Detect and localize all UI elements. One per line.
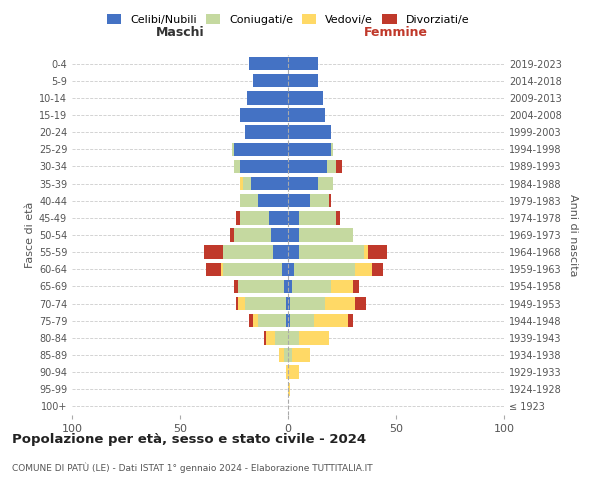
Legend: Celibi/Nubili, Coniugati/e, Vedovi/e, Divorziati/e: Celibi/Nubili, Coniugati/e, Vedovi/e, Di… (107, 14, 469, 24)
Bar (318, 177, 334, 190)
Bar (223, 246, 273, 259)
Bar (253, 314, 258, 328)
Bar (238, 297, 245, 310)
Bar (292, 280, 331, 293)
Bar (355, 297, 366, 310)
Bar (236, 211, 241, 224)
Bar (288, 297, 290, 310)
Bar (299, 228, 353, 241)
Bar (275, 331, 288, 344)
Bar (288, 366, 299, 379)
Bar (245, 126, 288, 139)
Bar (284, 280, 288, 293)
Bar (247, 91, 288, 104)
Bar (234, 280, 238, 293)
Bar (288, 314, 290, 328)
Bar (349, 314, 353, 328)
Y-axis label: Fasce di età: Fasce di età (25, 202, 35, 268)
Bar (288, 348, 292, 362)
Text: COMUNE DI PATÙ (LE) - Dati ISTAT 1° gennaio 2024 - Elaborazione TUTTITALIA.IT: COMUNE DI PATÙ (LE) - Dati ISTAT 1° genn… (12, 462, 373, 473)
Bar (335, 211, 340, 224)
Bar (288, 280, 292, 293)
Bar (288, 211, 299, 224)
Bar (288, 74, 318, 88)
Bar (295, 262, 355, 276)
Bar (353, 280, 359, 293)
Bar (372, 262, 383, 276)
Bar (288, 142, 331, 156)
Bar (325, 297, 355, 310)
Bar (310, 194, 329, 207)
Bar (364, 246, 368, 259)
Bar (327, 160, 335, 173)
Bar (288, 160, 327, 173)
Bar (299, 331, 329, 344)
Bar (355, 262, 372, 276)
Bar (271, 228, 288, 241)
Bar (286, 297, 288, 310)
Bar (288, 228, 299, 241)
Bar (288, 177, 318, 190)
Bar (206, 262, 221, 276)
Bar (245, 297, 286, 310)
Bar (241, 108, 288, 122)
Bar (204, 246, 223, 259)
Bar (223, 262, 281, 276)
Bar (368, 246, 388, 259)
Bar (230, 228, 234, 241)
Text: Popolazione per età, sesso e stato civile - 2024: Popolazione per età, sesso e stato civil… (12, 432, 366, 446)
Bar (238, 280, 284, 293)
Bar (288, 108, 325, 122)
Bar (221, 262, 223, 276)
Bar (251, 177, 288, 190)
Bar (258, 194, 288, 207)
Bar (236, 297, 238, 310)
Text: Maschi: Maschi (155, 26, 205, 39)
Bar (266, 331, 275, 344)
Bar (299, 246, 364, 259)
Bar (288, 246, 299, 259)
Bar (329, 194, 331, 207)
Bar (290, 314, 314, 328)
Bar (288, 91, 323, 104)
Bar (288, 194, 310, 207)
Bar (241, 177, 242, 190)
Bar (288, 331, 299, 344)
Bar (335, 160, 342, 173)
Bar (292, 348, 310, 362)
Bar (284, 348, 288, 362)
Bar (234, 142, 288, 156)
Bar (286, 314, 288, 328)
Bar (288, 126, 331, 139)
Bar (249, 314, 253, 328)
Bar (288, 262, 295, 276)
Bar (286, 366, 288, 379)
Bar (290, 297, 325, 310)
Bar (273, 246, 288, 259)
Bar (288, 382, 290, 396)
Bar (331, 280, 353, 293)
Bar (242, 177, 251, 190)
Bar (241, 211, 269, 224)
Bar (258, 314, 286, 328)
Bar (241, 160, 288, 173)
Bar (232, 142, 234, 156)
Bar (234, 228, 271, 241)
Bar (253, 74, 288, 88)
Text: Femmine: Femmine (364, 26, 428, 39)
Bar (269, 211, 288, 224)
Bar (314, 314, 349, 328)
Bar (241, 194, 258, 207)
Bar (249, 57, 288, 70)
Bar (264, 331, 266, 344)
Bar (280, 348, 284, 362)
Bar (281, 262, 288, 276)
Y-axis label: Anni di nascita: Anni di nascita (568, 194, 578, 276)
Bar (288, 57, 318, 70)
Bar (234, 160, 241, 173)
Bar (299, 211, 335, 224)
Bar (331, 142, 334, 156)
